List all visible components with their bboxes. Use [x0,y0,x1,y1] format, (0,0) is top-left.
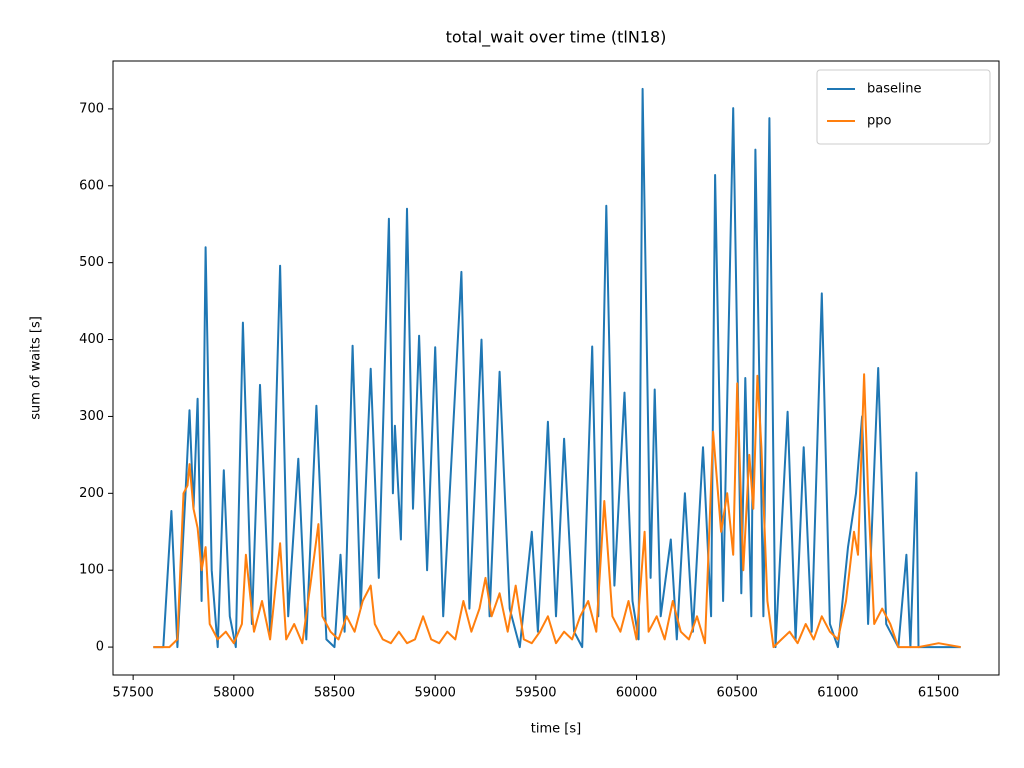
series-line [153,87,961,649]
y-tick-label: 0 [96,640,104,655]
chart-title: total_wait over time (tlN18) [446,28,667,48]
x-tick-label: 60000 [616,686,657,701]
y-tick-label: 700 [79,101,104,116]
x-tick-label: 59500 [515,686,556,701]
legend-label: ppo [867,114,892,129]
x-tick-label: 59000 [415,686,456,701]
x-tick-label: 58000 [213,686,254,701]
y-tick-label: 200 [79,486,104,501]
legend-box [816,69,991,145]
x-tick-label: 61500 [918,686,959,701]
y-axis-label: sum of waits [s] [29,316,44,420]
x-tick-label: 57500 [112,686,153,701]
legend-label: baseline [867,82,921,97]
x-tick-label: 58500 [314,686,355,701]
y-tick-label: 500 [79,255,104,270]
y-tick-label: 300 [79,409,104,424]
series-line [153,373,961,649]
x-axis-label: time [s] [531,722,581,737]
plot-frame [112,60,1000,676]
y-tick-label: 400 [79,332,104,347]
y-tick-label: 600 [79,178,104,193]
x-tick-label: 60500 [717,686,758,701]
y-tick-label: 100 [79,563,104,578]
x-tick-label: 61000 [817,686,858,701]
